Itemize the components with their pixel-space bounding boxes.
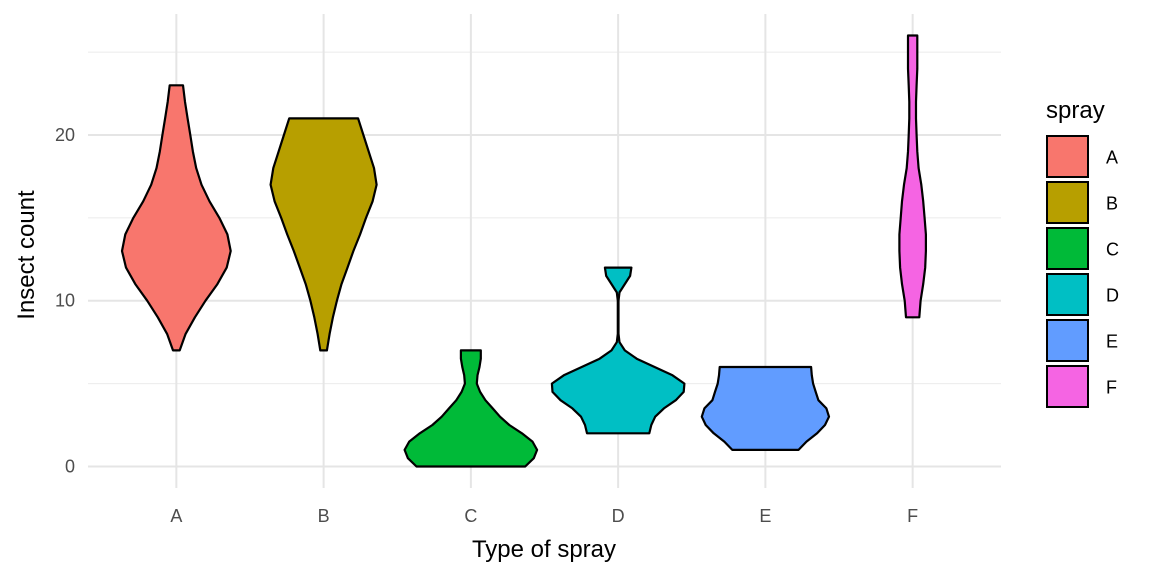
legend-key-e bbox=[1046, 319, 1089, 362]
x-tick-label: F bbox=[907, 506, 918, 526]
x-tick-label: C bbox=[464, 506, 477, 526]
x-tick-label: D bbox=[612, 506, 625, 526]
violins bbox=[120, 34, 927, 468]
legend-key-c bbox=[1046, 227, 1089, 270]
violin-c bbox=[403, 349, 539, 468]
legend-title: spray bbox=[1046, 97, 1105, 124]
legend-label-b: B bbox=[1106, 194, 1118, 214]
legend-label-a: A bbox=[1106, 148, 1118, 168]
legend-label-e: E bbox=[1106, 332, 1118, 352]
legend-items: A B C D E F bbox=[1046, 135, 1119, 408]
legend-label-d: D bbox=[1106, 286, 1119, 306]
x-tick-label: A bbox=[170, 506, 182, 526]
y-axis-title: Insect count bbox=[13, 190, 40, 320]
legend-label-f: F bbox=[1106, 378, 1117, 398]
legend-key-b bbox=[1046, 181, 1089, 224]
violin-a bbox=[120, 84, 232, 352]
violin-e bbox=[700, 365, 831, 451]
x-axis-title: Type of spray bbox=[472, 536, 616, 563]
violin-b bbox=[269, 117, 378, 352]
y-tick-label: 0 bbox=[65, 456, 75, 476]
y-tick-label: 20 bbox=[55, 125, 75, 145]
x-axis-ticks: A B C D E F bbox=[170, 506, 918, 526]
violin-d bbox=[550, 266, 686, 435]
x-tick-label: E bbox=[759, 506, 771, 526]
y-axis-ticks: 0 10 20 bbox=[55, 125, 75, 476]
legend-key-a bbox=[1046, 135, 1089, 178]
x-tick-label: B bbox=[318, 506, 330, 526]
legend-label-c: C bbox=[1106, 240, 1119, 260]
legend-key-f bbox=[1046, 365, 1089, 408]
legend-key-d bbox=[1046, 273, 1089, 316]
y-tick-label: 10 bbox=[55, 291, 75, 311]
legend: spray A B C D E F bbox=[1046, 97, 1119, 408]
violin-f bbox=[898, 34, 927, 319]
